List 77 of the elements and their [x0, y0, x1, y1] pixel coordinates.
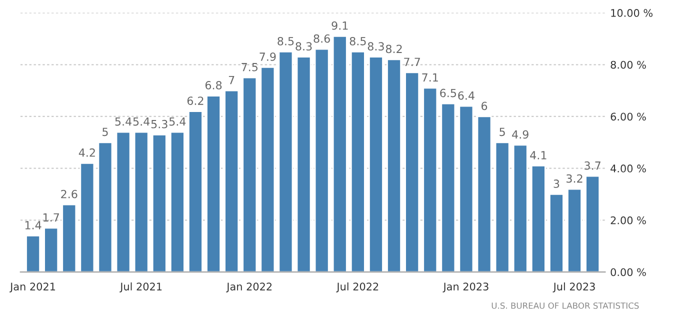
- bar: [440, 102, 456, 272]
- bar: [224, 90, 240, 272]
- y-tick-label: 6.00 %: [610, 112, 646, 121]
- data-label: 3: [554, 180, 560, 188]
- data-label: 8.6: [314, 34, 330, 43]
- data-label: 7.7: [404, 58, 420, 66]
- data-label: 1.7: [43, 213, 59, 222]
- data-label: 5: [500, 128, 505, 136]
- bar: [422, 87, 438, 272]
- data-label: 7.9: [260, 52, 276, 61]
- text: U.S. BUREAU OF LABOR STATISTICS: [492, 302, 639, 309]
- data-label: 4.2: [78, 148, 95, 157]
- bar: [98, 142, 113, 272]
- data-label: 4.9: [512, 130, 528, 139]
- bar: [116, 131, 131, 272]
- data-label: 6.5: [440, 88, 456, 98]
- x-tick-label: Jul 2023: [552, 282, 595, 292]
- data-label: 5: [102, 128, 108, 136]
- data-label: 8.3: [296, 42, 312, 51]
- bar: [585, 175, 600, 272]
- bar: [314, 48, 330, 272]
- y-tick-label: 0.00 %: [610, 268, 646, 276]
- bar: [549, 194, 564, 272]
- bar: [350, 50, 366, 272]
- bar: [260, 66, 276, 272]
- data-label: 8.5: [278, 36, 294, 46]
- y-tick-label: 2.00 %: [610, 216, 646, 224]
- bar: [188, 110, 203, 272]
- data-label: 5.4: [169, 117, 186, 126]
- bar: [386, 58, 402, 272]
- bar: [134, 131, 149, 272]
- y-tick-label: 4.00 %: [610, 164, 646, 172]
- x-tick-label: Jan 2022: [226, 282, 272, 292]
- bar: [170, 131, 185, 272]
- data-label: 7.5: [242, 63, 258, 72]
- data-label: 3.2: [566, 174, 582, 183]
- data-label: 1.4: [25, 221, 42, 230]
- bar: [512, 144, 528, 272]
- data-label: 3.7: [584, 161, 600, 170]
- data-label: 5.4: [115, 117, 132, 126]
- data-label: 9.1: [332, 21, 348, 30]
- bar: [62, 204, 77, 272]
- bar: [332, 35, 348, 272]
- bar: [476, 116, 492, 272]
- bar: [278, 50, 294, 272]
- bar: [404, 72, 420, 272]
- data-label: 5.4: [133, 117, 150, 126]
- data-label: 5.3: [151, 120, 168, 128]
- data-label: 6.4: [458, 91, 474, 100]
- x-tick-label: Jul 2022: [336, 282, 378, 292]
- x-tick-label: Jan 2021: [10, 282, 56, 292]
- y-tick-label: 10.00 %: [611, 9, 653, 17]
- bar: [458, 105, 474, 272]
- data-label: 2.6: [61, 190, 78, 198]
- data-label: 8.2: [386, 44, 402, 54]
- bar: [242, 76, 258, 272]
- data-label: 6.8: [205, 81, 222, 90]
- data-label: 8.5: [350, 36, 366, 46]
- bar: [206, 95, 221, 272]
- bar: [296, 56, 312, 272]
- bar: [152, 134, 167, 272]
- bar: [494, 142, 510, 272]
- data-label: 6: [482, 102, 488, 110]
- data-label: 8.3: [368, 42, 384, 51]
- bar: [567, 188, 582, 272]
- bar: [368, 56, 384, 272]
- bar: [44, 227, 59, 272]
- data-label: 7: [228, 76, 234, 84]
- bar: [80, 162, 95, 272]
- x-tick-label: Jul 2021: [120, 282, 162, 292]
- y-tick-label: 8.00 %: [610, 60, 646, 69]
- x-tick-label: Jan 2023: [442, 282, 488, 292]
- data-label: 4.1: [530, 151, 546, 160]
- data-label: 7.1: [422, 73, 438, 82]
- bar: [530, 165, 546, 272]
- data-label: 6.2: [187, 96, 204, 105]
- bar: [26, 235, 40, 272]
